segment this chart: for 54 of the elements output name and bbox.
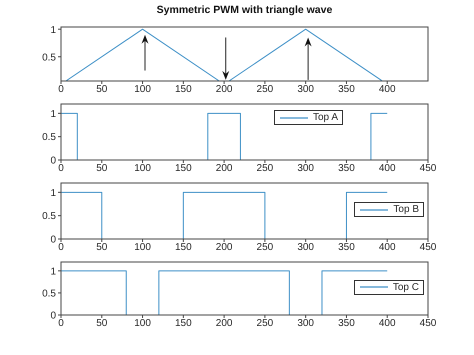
x-tick-label: 200 xyxy=(216,318,233,330)
x-tick-label: 0 xyxy=(58,318,64,330)
x-tick-label: 0 xyxy=(58,163,64,174)
legend-label: Top A xyxy=(312,112,338,123)
legend-label: Top C xyxy=(392,282,419,292)
x-tick-label: 50 xyxy=(96,84,108,96)
y-tick-label: 1 xyxy=(50,108,56,120)
x-tick-label: 0 xyxy=(58,84,64,96)
x-tick-label: 100 xyxy=(134,163,152,174)
y-tick-label: 0.5 xyxy=(42,52,56,64)
chart-title: Symmetric PWM with triangle wave xyxy=(156,4,334,16)
x-tick-label: 0 xyxy=(58,242,64,254)
y-tick-label: 0.5 xyxy=(42,211,56,222)
x-tick-label: 250 xyxy=(256,163,274,174)
x-tick-label: 200 xyxy=(216,84,233,96)
x-tick-label: 450 xyxy=(420,318,437,330)
x-tick-label: 400 xyxy=(378,163,396,174)
x-tick-label: 100 xyxy=(134,318,152,330)
y-tick-label: 0 xyxy=(50,310,56,322)
x-tick-label: 400 xyxy=(378,84,396,96)
legend-label: Top B xyxy=(393,204,419,215)
x-tick-label: 50 xyxy=(96,318,108,330)
x-tick-label: 300 xyxy=(297,84,314,96)
x-tick-label: 350 xyxy=(338,163,356,174)
x-tick-label: 150 xyxy=(174,84,192,96)
x-tick-label: 50 xyxy=(96,163,108,174)
x-tick-label: 100 xyxy=(134,242,152,254)
y-tick-label: 0 xyxy=(50,156,56,167)
x-tick-label: 150 xyxy=(174,242,192,254)
x-tick-label: 50 xyxy=(96,242,108,254)
y-tick-label: 1 xyxy=(50,266,56,278)
y-tick-label: 1 xyxy=(50,188,56,199)
x-tick-label: 250 xyxy=(256,318,274,330)
x-tick-label: 350 xyxy=(338,318,356,330)
x-tick-label: 350 xyxy=(338,242,356,254)
y-tick-label: 0.5 xyxy=(42,288,56,300)
x-tick-label: 300 xyxy=(297,242,314,254)
x-tick-label: 250 xyxy=(256,84,274,96)
y-tick-label: 0.5 xyxy=(42,132,56,144)
x-tick-label: 100 xyxy=(134,84,152,96)
x-tick-label: 300 xyxy=(297,163,314,174)
x-tick-label: 150 xyxy=(174,318,192,330)
y-tick-label: 0 xyxy=(50,234,56,246)
x-tick-label: 200 xyxy=(216,163,233,174)
x-tick-label: 400 xyxy=(378,242,396,254)
x-tick-label: 400 xyxy=(378,318,396,330)
x-tick-label: 350 xyxy=(338,84,356,96)
y-tick-label: 1 xyxy=(50,24,56,36)
x-tick-label: 200 xyxy=(216,242,233,254)
x-tick-label: 250 xyxy=(256,242,274,254)
x-tick-label: 450 xyxy=(420,242,437,254)
x-tick-label: 150 xyxy=(174,163,192,174)
x-tick-label: 300 xyxy=(297,318,314,330)
x-tick-label: 450 xyxy=(420,163,437,174)
